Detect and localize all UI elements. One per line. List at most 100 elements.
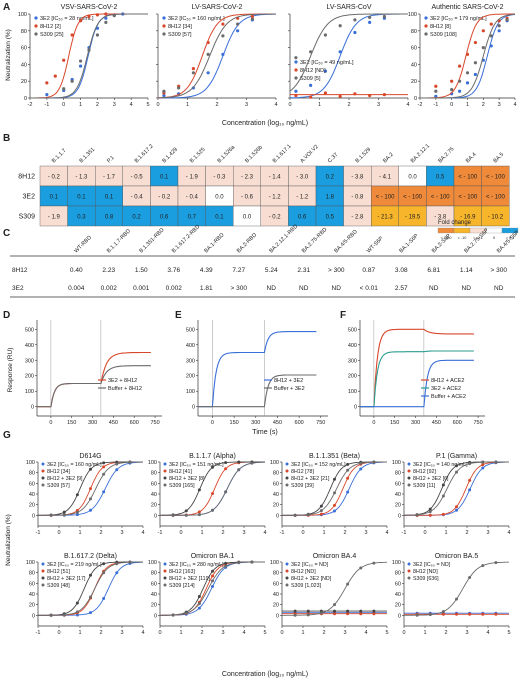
a-data-point: [294, 93, 298, 98]
g-data-point: [359, 612, 363, 616]
def-y-tick-label: 0: [31, 405, 34, 411]
g-data-point: [184, 513, 188, 517]
a-subplot-title: VSV-SARS-CoV-2: [61, 4, 118, 11]
g-data-point: [372, 609, 376, 613]
g-x-tick-label: 5: [507, 630, 510, 636]
g-data-point: [468, 462, 472, 466]
g-legend-marker: [407, 562, 411, 566]
def-y-tick-label: 100: [348, 389, 357, 395]
g-x-tick-label: 3: [120, 630, 123, 636]
g-legend-entry: S309 [39]: [291, 483, 314, 489]
g-y-tick-label: 60: [395, 481, 401, 487]
b-cell-value: - 1.4: [269, 175, 282, 181]
c-column-header: BA.4/5-RBD: [333, 229, 358, 254]
g-data-point: [102, 597, 106, 601]
g-legend-entry: 8H12 + 3E2 [21]: [291, 476, 330, 482]
g-data-point: [306, 609, 310, 613]
def-x-tick-label: 600: [453, 420, 462, 426]
g-data-point: [481, 466, 485, 470]
g-y-tick-label: 80: [151, 571, 157, 577]
a-data-point: [250, 17, 254, 21]
g-data-point: [428, 507, 432, 511]
b-cell-value: 0.1: [77, 195, 86, 201]
g-subplot-title: Omicron BA.5: [435, 553, 479, 560]
g-data-point: [319, 504, 323, 508]
a-x-tick-label: 3: [377, 102, 380, 108]
g-data-point: [184, 509, 188, 513]
def-x-tick-label: 300: [251, 420, 260, 426]
c-cell-value: 5.24: [265, 267, 278, 274]
c-cell-value: 0.002: [166, 285, 183, 292]
g-legend-marker: [41, 476, 45, 480]
a-fit-curve: [290, 13, 408, 99]
g-y-tick-label: 80: [29, 571, 35, 577]
a-data-point: [87, 14, 91, 19]
a-x-tick-label: 1: [186, 102, 189, 108]
g-legend-marker: [285, 576, 289, 580]
a-y-tick-label: 20: [411, 79, 417, 85]
a-x-tick-label: -2: [28, 102, 33, 108]
a-data-point: [53, 74, 57, 78]
def-x-tick-label: 450: [109, 420, 118, 426]
b-cell-value: - 0.2: [269, 215, 282, 221]
g-y-tick-label: 20: [273, 503, 279, 509]
g-x-tick-label: 2: [99, 630, 102, 636]
g-y-tick-label: 0: [32, 513, 35, 519]
c-cell-value: 2.57: [395, 285, 408, 292]
g-data-point: [359, 467, 363, 471]
g-data-point: [197, 602, 201, 606]
a-data-point: [236, 29, 240, 33]
a-data-point: [70, 79, 74, 83]
g-data-point: [468, 612, 472, 616]
a-x-tick-label: 4: [513, 102, 516, 108]
a-y-tick-label: 60: [411, 46, 417, 52]
def-x-tick-label: 750: [150, 420, 159, 426]
c-cell-value: 1.50: [135, 267, 148, 274]
a-data-point: [465, 52, 470, 56]
a-legend-marker: [162, 16, 166, 20]
b-column-label: B.1.529: [355, 147, 373, 165]
a-y-tick-label: 100: [408, 12, 417, 18]
b-legend-label: 0: [493, 236, 495, 240]
g-y-tick-label: 100: [26, 560, 35, 566]
g-data-point: [62, 513, 66, 517]
g-data-point: [441, 483, 445, 487]
a-y-tick-label: 0: [24, 96, 27, 102]
g-data-point: [481, 612, 485, 616]
a-data-point: [78, 64, 83, 68]
g-y-tick-label: 60: [151, 581, 157, 587]
g-data-point: [319, 512, 323, 516]
a-data-point: [434, 89, 438, 93]
g-data-point: [197, 488, 201, 492]
g-x-tick-label: 3: [242, 530, 245, 536]
g-legend-entry: S309 [214]: [169, 583, 195, 589]
g-data-point: [211, 508, 214, 512]
b-cell-value: 0.0: [408, 175, 417, 181]
g-y-tick-label: 60: [273, 481, 279, 487]
g-data-point: [115, 562, 119, 566]
g-data-point: [333, 503, 336, 507]
g-x-tick-label: 0: [301, 530, 304, 536]
c-column-header: BA.2.75-RBD: [301, 227, 329, 255]
def-x-tick-label: 0: [49, 420, 52, 426]
g-subplot-title: P.1 (Gamma): [436, 453, 477, 460]
b-cell-value: - 16.9: [460, 215, 476, 221]
a-legend-entry: 3E2 [IC₅₀ = 179 ng/mL]: [430, 16, 487, 22]
def-y-tick-label: 0: [192, 405, 195, 411]
a-data-point: [457, 89, 462, 93]
a-y-tick-label: 40: [21, 62, 27, 68]
def-x-tick-label: 150: [67, 420, 76, 426]
b-column-label: BA.2.12.1: [410, 143, 431, 164]
g-legend-entry: S309 [48]: [47, 583, 70, 589]
g-y-tick-label: 80: [395, 471, 401, 477]
g-legend-entry: 8H12 [163]: [169, 569, 195, 575]
b-row-label: S309: [19, 214, 35, 221]
g-x-tick-label: 1: [200, 530, 203, 536]
a-data-point: [457, 79, 462, 83]
a-legend-marker: [34, 16, 38, 20]
g-y-axis-label: Neutralization (%): [5, 514, 12, 566]
a-data-point: [62, 87, 66, 91]
def-y-tick-label: 500: [25, 327, 34, 333]
g-y-tick-label: 20: [29, 503, 35, 509]
g-y-tick-label: 100: [148, 560, 157, 566]
